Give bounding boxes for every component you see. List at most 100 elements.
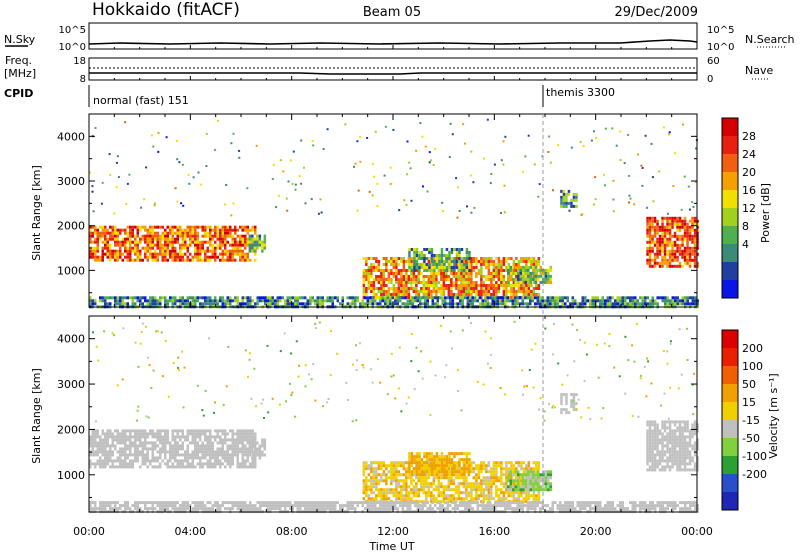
power-colorbar-frame [721, 117, 739, 299]
velocity-colorbar: 200 100 50 15 -15 -50 -100 -200 Velocity [m s⁻¹… [721, 329, 780, 511]
velocity-colorbar-tick-label: 200 [742, 342, 763, 355]
y-tick-label: 4000 [57, 333, 85, 346]
echo-region [248, 234, 267, 253]
nsky-tick-top: 10^5 [59, 25, 86, 36]
beam-label: Beam 05 [363, 5, 421, 20]
freq-unit: [MHz] [4, 67, 36, 80]
velocity-colorbar-swatch [722, 348, 738, 367]
echo-region [89, 225, 257, 262]
velocity-colorbar-frame [721, 329, 739, 511]
velocity-colorbar-swatch [722, 330, 738, 349]
nave-tick-bottom: 0 [707, 74, 713, 85]
power-colorbar-tick-label: 12 [742, 202, 756, 215]
echo-region [560, 393, 578, 415]
cpid-panel: CPID normal (fast) 151 themis 3300 [4, 85, 615, 107]
power-colorbar-swatch [722, 208, 738, 227]
velocity-colorbar-swatch [722, 420, 738, 439]
y-tick-label: 2000 [57, 423, 85, 436]
y-tick-label: 1000 [57, 469, 85, 482]
cpid-mode-1: normal (fast) 151 [93, 94, 189, 107]
velocity-y-ticks: 4000 3000 2000 1000 [57, 315, 697, 498]
echo-speckle [89, 118, 698, 219]
power-colorbar-tick-label: 28 [742, 130, 756, 143]
echo-region [248, 438, 267, 460]
velocity-colorbar-tick-label: 100 [742, 360, 763, 373]
power-colorbar-tick-label: 8 [742, 220, 749, 233]
velocity-colorbar-tick-label: -50 [742, 432, 760, 445]
echo-region [507, 470, 552, 492]
y-tick-label: 3000 [57, 175, 85, 188]
echo-region [408, 248, 471, 272]
nsky-trace [88, 39, 698, 45]
x-tick-label: 12:00 [377, 525, 409, 538]
velocity-colorbar-swatch [722, 492, 738, 511]
power-colorbar-swatch [722, 172, 738, 191]
power-colorbar-swatch [722, 280, 738, 299]
freq-label: Freq. [5, 54, 32, 67]
cpid-mode-2: themis 3300 [546, 86, 615, 99]
velocity-colorbar-tick-label: -15 [742, 414, 760, 427]
power-echoes [89, 118, 699, 309]
echo-region [507, 265, 552, 284]
velocity-colorbar-tick-label: -100 [742, 450, 767, 463]
freq-trace [89, 72, 697, 75]
velocity-colorbar-tick-label: 15 [742, 396, 756, 409]
x-tick-label: 00:00 [681, 525, 713, 538]
echo-region [408, 452, 471, 477]
x-tick-label: 20:00 [580, 525, 612, 538]
freq-tick-bottom: 8 [80, 74, 86, 85]
nsky-label: N.Sky [4, 33, 36, 46]
velocity-panel: 4000 3000 2000 1000 Slant Range [km] [30, 315, 699, 514]
echo-region [646, 216, 699, 268]
echo-region [89, 501, 699, 514]
y-tick-label: 1000 [57, 264, 85, 277]
velocity-colorbar-swatch [722, 402, 738, 421]
freq-tick-top: 18 [73, 56, 86, 67]
power-colorbar-swatch [722, 226, 738, 245]
velocity-colorbar-tick-label: 50 [742, 378, 756, 391]
station-title: Hokkaido (fitACF) [92, 0, 240, 20]
power-colorbar-swatch [722, 118, 738, 137]
power-panel: 4000 3000 2000 1000 Slant Range [km] [30, 113, 699, 309]
y-tick-label: 4000 [57, 130, 85, 143]
nsky-panel: N.Sky 10^5 10^0 10^5 10^0 N.Search [4, 22, 795, 53]
x-tick-label: 04:00 [174, 525, 206, 538]
nave-label: Nave [745, 64, 773, 77]
power-colorbar-tick-label: 20 [742, 166, 756, 179]
x-axis-label: Time UT [368, 540, 414, 553]
power-colorbar-swatch [722, 136, 738, 155]
x-tick-label: 16:00 [478, 525, 510, 538]
nsky-tick-bottom: 10^0 [59, 42, 86, 53]
date-label: 29/Dec/2009 [614, 5, 698, 20]
y-tick-label: 2000 [57, 220, 85, 233]
velocity-colorbar-swatch [722, 384, 738, 403]
power-colorbar-swatch [722, 190, 738, 209]
velocity-colorbar-swatch [722, 474, 738, 493]
velocity-echoes [89, 320, 699, 514]
x-tick-label: 00:00 [73, 525, 105, 538]
power-colorbar-swatch [722, 262, 738, 281]
echo-speckle [92, 320, 696, 423]
nsearch-label: N.Search [745, 33, 795, 46]
velocity-y-label: Slant Range [km] [30, 368, 43, 464]
nave-tick-top: 60 [707, 56, 720, 67]
power-y-ticks: 4000 3000 2000 1000 [57, 113, 697, 294]
echo-region [89, 429, 257, 469]
power-colorbar-swatch [722, 154, 738, 173]
velocity-colorbar-swatch [722, 366, 738, 385]
power-colorbar-label: Power [dB] [759, 183, 772, 243]
velocity-colorbar-swatch [722, 438, 738, 457]
freq-panel: Freq. [MHz] 18 8 60 0 Nave [4, 54, 773, 85]
velocity-colorbar-label: Velocity [m s⁻¹] [767, 373, 780, 458]
echo-region [646, 420, 699, 472]
power-colorbar: 28 24 20 16 12 8 4 Power [dB] [721, 117, 772, 299]
power-colorbar-swatch [722, 244, 738, 263]
power-colorbar-tick-label: 4 [742, 238, 749, 251]
echo-region [560, 189, 578, 208]
velocity-colorbar-swatch [722, 456, 738, 475]
y-tick-label: 3000 [57, 378, 85, 391]
x-axis: 00:00 04:00 08:00 12:00 16:00 20:00 00:00 [73, 45, 713, 538]
x-tick-label: 08:00 [276, 525, 308, 538]
cpid-label: CPID [4, 87, 33, 100]
